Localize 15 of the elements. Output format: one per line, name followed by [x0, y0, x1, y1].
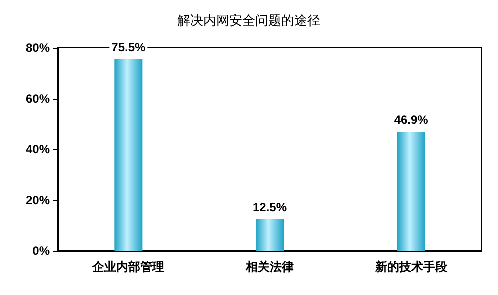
bar	[256, 219, 284, 251]
y-tick-label: 60%	[26, 92, 50, 106]
x-tick-label: 企业内部管理	[92, 260, 165, 274]
chart-title: 解决内网安全问题的途径	[178, 13, 320, 29]
data-label: 75.5%	[112, 40, 146, 54]
x-tick-label: 相关法律	[245, 260, 294, 274]
y-tick-label: 40%	[26, 142, 50, 156]
bar	[397, 132, 426, 251]
data-label: 46.9%	[394, 112, 429, 127]
y-tick-label: 20%	[26, 193, 50, 208]
bar	[114, 59, 143, 251]
y-tick-label: 80%	[26, 41, 50, 55]
y-tick-label: 0%	[32, 244, 50, 258]
x-tick-label: 新的技术手段	[374, 260, 448, 274]
data-label: 12.5%	[252, 200, 288, 214]
